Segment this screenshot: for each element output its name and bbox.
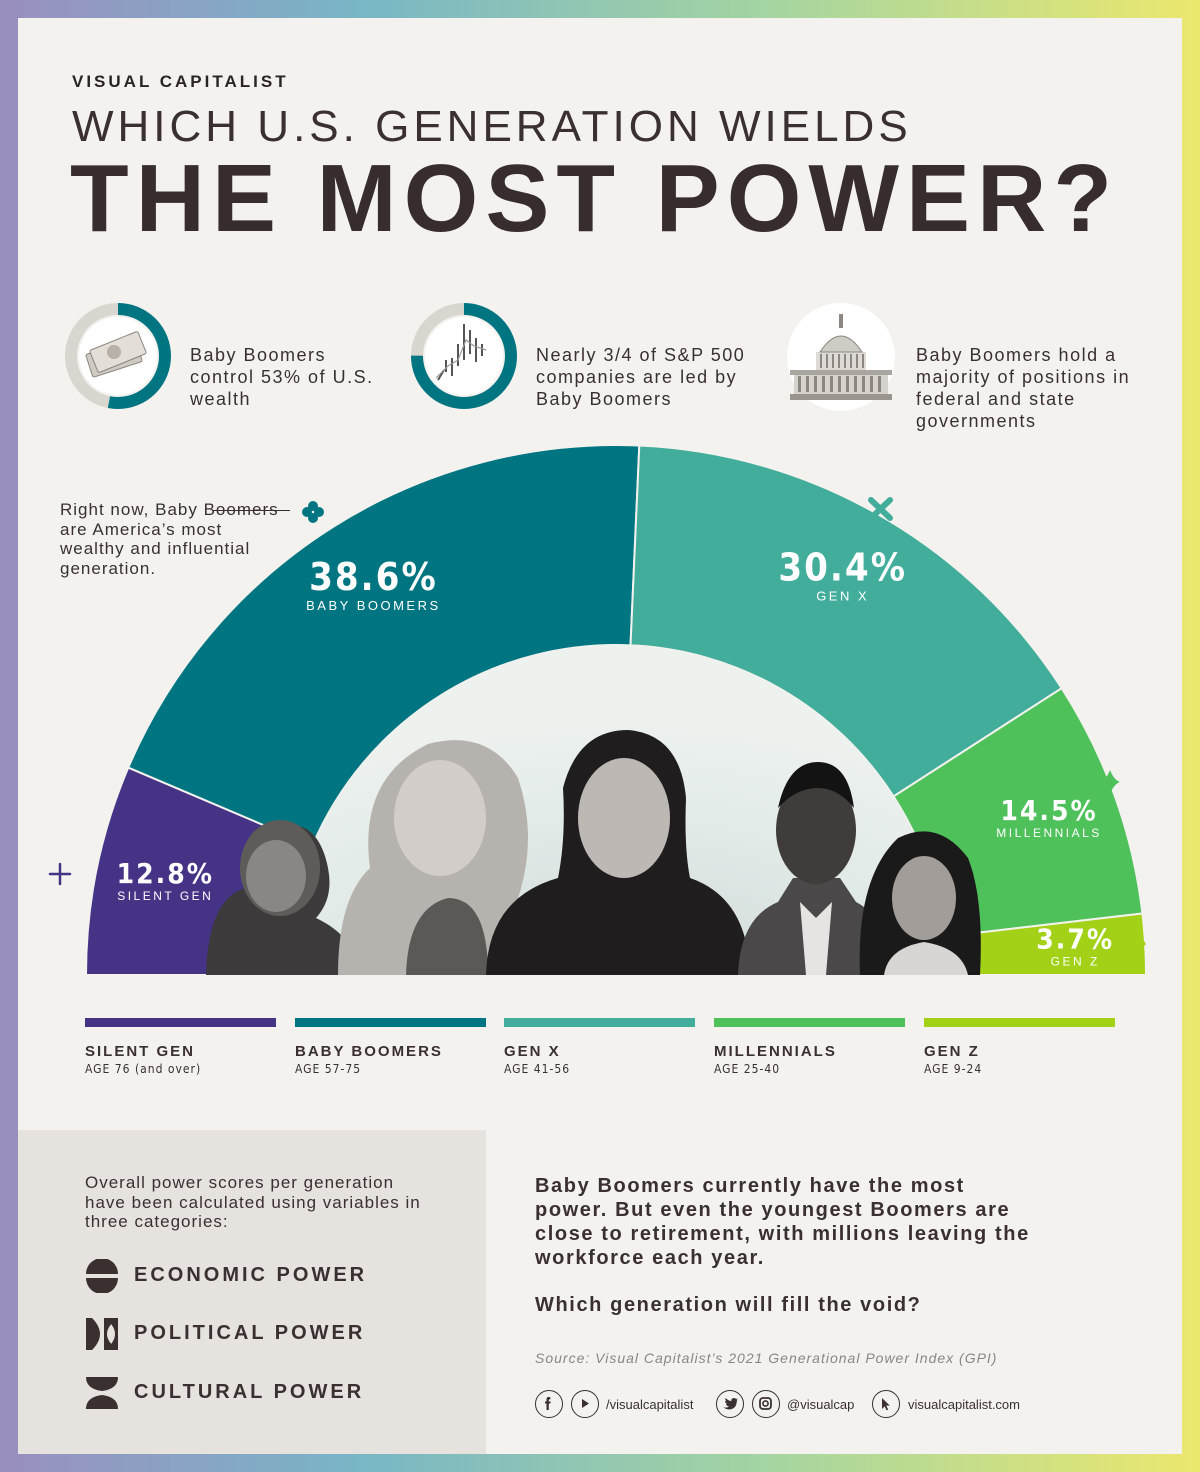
leaf-marker-icon: [1126, 932, 1146, 956]
companies-ring: [411, 303, 517, 409]
plus-marker-icon: [48, 862, 72, 886]
slice-name-label: BABY BOOMERS: [306, 598, 441, 613]
closing-question: Which generation will fill the void?: [535, 1294, 922, 1316]
stat-government-text: Baby Boomers hold a majority of position…: [916, 345, 1131, 431]
legend-name: GEN Z: [924, 1043, 980, 1060]
portrait-group: [206, 730, 981, 975]
economic-power-icon: [86, 1259, 118, 1293]
website-link[interactable]: visualcapitalist.com: [908, 1397, 1020, 1412]
slice-name-label: SILENT GEN: [117, 889, 213, 903]
legend-swatch: [924, 1018, 1115, 1027]
slice-value-label: 12.8%: [117, 857, 214, 890]
category-label: CULTURAL POWER: [134, 1381, 365, 1403]
social-handle-twitter[interactable]: @visualcap: [787, 1397, 855, 1412]
category-label: POLITICAL POWER: [134, 1322, 366, 1344]
facebook-icon[interactable]: [535, 1390, 563, 1418]
portrait-silent-gen: [206, 820, 358, 975]
portrait-millennial: [738, 762, 890, 975]
annotation-line: [212, 510, 290, 511]
legend-swatch: [504, 1018, 695, 1027]
capitol-icon: [787, 303, 895, 411]
legend-age: AGE 41-56: [504, 1062, 571, 1076]
legend-name: BABY BOOMERS: [295, 1043, 443, 1060]
stat-wealth: Baby Boomers control 53% of U.S. wealth: [62, 300, 392, 420]
social-handle-facebook[interactable]: /visualcapitalist: [606, 1397, 694, 1412]
legend-swatch: [714, 1018, 905, 1027]
slice-value-label: 38.6%: [309, 555, 438, 599]
category-label: ECONOMIC POWER: [134, 1264, 368, 1286]
summary-text: Baby Boomers currently have the most pow…: [535, 1175, 1030, 1269]
legend-gen-z: GEN Z AGE 9-24: [924, 1018, 1115, 1076]
legend-baby-boomers: BABY BOOMERS AGE 57-75: [295, 1018, 486, 1076]
cursor-icon[interactable]: [872, 1390, 900, 1418]
slice-name-label: GEN Z: [1051, 954, 1100, 968]
diamond-marker-icon: [1100, 770, 1120, 794]
legend-gen-x: GEN X AGE 41-56: [504, 1018, 695, 1076]
money-icon: [79, 317, 157, 395]
slice-value-label: 30.4%: [778, 545, 907, 589]
slice-name-label: MILLENNIALS: [996, 826, 1102, 840]
legend-name: SILENT GEN: [85, 1043, 196, 1060]
legend-swatch: [85, 1018, 276, 1027]
stat-wealth-text: Baby Boomers control 53% of U.S. wealth: [190, 345, 374, 409]
instagram-icon[interactable]: [752, 1390, 780, 1418]
annotation-note: Right now, Baby Boomers are America’s mo…: [60, 500, 279, 578]
legend-age: AGE 9-24: [924, 1062, 983, 1076]
legend-name: MILLENNIALS: [714, 1043, 837, 1060]
portrait-gen-x: [486, 730, 750, 975]
x-marker-icon: [868, 497, 893, 521]
cultural-power-icon: [86, 1377, 118, 1409]
legend-age: AGE 57-75: [295, 1062, 362, 1076]
slice-name-label: GEN X: [816, 588, 869, 603]
twitter-icon[interactable]: [716, 1390, 744, 1418]
legend-age: AGE 76 (and over): [85, 1062, 202, 1076]
title-line-1: WHICH U.S. GENERATION WIELDS: [72, 102, 912, 151]
legend-age: AGE 25-40: [714, 1062, 781, 1076]
political-power-icon: [86, 1318, 118, 1350]
clover-marker-icon: [302, 501, 324, 523]
portrait-baby-boomer: [338, 740, 548, 975]
brand-name: VISUAL CAPITALIST: [72, 72, 289, 91]
wealth-ring: [65, 303, 171, 409]
legend-silent-gen: SILENT GEN AGE 76 (and over): [85, 1018, 276, 1076]
slice-gen-x: [629, 444, 1064, 798]
stock-chart-icon: [425, 317, 503, 395]
slice-value-label: 14.5%: [1000, 794, 1097, 827]
legend-millennials: MILLENNIALS AGE 25-40: [714, 1018, 905, 1076]
legend-name: GEN X: [504, 1043, 561, 1060]
stat-companies-text: Nearly 3/4 of S&P 500 companies are led …: [536, 345, 746, 409]
stat-government: Baby Boomers hold a majority of position…: [786, 300, 1156, 431]
slice-value-label: 3.7%: [1036, 922, 1114, 955]
categories-intro: Overall power scores per generation have…: [85, 1173, 421, 1231]
title-line-2: THE MOST POWER?: [70, 145, 1119, 252]
source-citation: Source: Visual Capitalist’s 2021 Generat…: [535, 1350, 998, 1366]
legend-swatch: [295, 1018, 486, 1027]
stat-companies: Nearly 3/4 of S&P 500 companies are led …: [408, 300, 768, 420]
youtube-icon[interactable]: [571, 1390, 599, 1418]
portrait-gen-z: [859, 831, 981, 975]
infographic-card: VISUAL CAPITALIST WHICH U.S. GENERATION …: [18, 18, 1182, 1454]
